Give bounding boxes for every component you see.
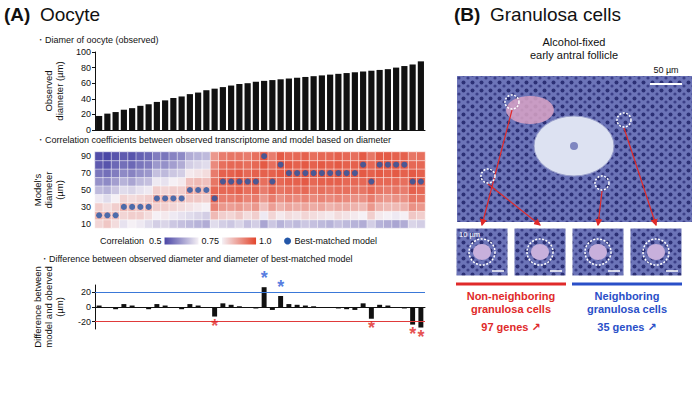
svg-text:*: * — [211, 316, 218, 336]
svg-text:0: 0 — [86, 302, 91, 312]
svg-text:*: * — [261, 268, 268, 288]
svg-text:20: 20 — [81, 287, 91, 297]
svg-text:-20: -20 — [78, 317, 91, 327]
svg-text:Difference between: Difference between — [32, 266, 43, 348]
svg-text:Observed: Observed — [43, 70, 54, 111]
svg-text:70: 70 — [81, 168, 91, 178]
svg-text:50 µm: 50 µm — [653, 65, 678, 75]
svg-text:*: * — [409, 324, 416, 344]
svg-text:diameter: diameter — [43, 172, 54, 209]
svg-text:(A): (A) — [4, 4, 30, 25]
svg-text:90: 90 — [81, 151, 91, 161]
svg-text:30: 30 — [81, 202, 91, 212]
svg-text:Correlation: Correlation — [100, 236, 144, 246]
svg-text:100: 100 — [76, 47, 91, 57]
svg-text:*: * — [417, 327, 424, 347]
svg-text:(µm): (µm) — [54, 297, 65, 317]
svg-text:50: 50 — [81, 185, 91, 195]
svg-text:0: 0 — [86, 125, 91, 135]
svg-text:Model's: Model's — [32, 174, 43, 207]
svg-text:(µm): (µm) — [54, 180, 65, 200]
svg-text:early antral follicle: early antral follicle — [530, 49, 618, 61]
svg-text:35 genes ↗: 35 genes ↗ — [597, 321, 656, 333]
svg-text:10 µm: 10 µm — [459, 230, 480, 239]
svg-text:・Correlation coefficients betw: ・Correlation coefficients between observ… — [36, 135, 391, 145]
svg-text:1.0: 1.0 — [259, 236, 272, 246]
svg-text:Oocyte: Oocyte — [40, 4, 100, 25]
svg-text:20: 20 — [81, 109, 91, 119]
svg-text:Non-neighboring: Non-neighboring — [467, 290, 556, 302]
svg-text:Granulosa cells: Granulosa cells — [490, 4, 621, 25]
svg-text:0.75: 0.75 — [202, 236, 220, 246]
svg-text:Best-matched model: Best-matched model — [295, 236, 378, 246]
svg-text:60: 60 — [81, 78, 91, 88]
svg-text:(B): (B) — [454, 4, 480, 25]
svg-text:40: 40 — [81, 94, 91, 104]
svg-text:・Diamer of oocyte (observed): ・Diamer of oocyte (observed) — [36, 35, 159, 45]
svg-text:diameter (µm): diameter (µm) — [54, 61, 65, 120]
svg-text:Neighboring: Neighboring — [595, 290, 660, 302]
svg-text:granulosa cells: granulosa cells — [587, 303, 667, 315]
svg-text:0.5: 0.5 — [149, 236, 162, 246]
svg-text:80: 80 — [81, 63, 91, 73]
svg-text:10: 10 — [81, 219, 91, 229]
svg-text:model and oberved: model and oberved — [43, 266, 54, 347]
svg-text:・Difference between observed d: ・Difference between observed diameter an… — [40, 254, 353, 264]
svg-text:*: * — [368, 318, 375, 338]
svg-text:Alcohol-fixed: Alcohol-fixed — [543, 36, 606, 48]
svg-text:97 genes ↗: 97 genes ↗ — [481, 321, 540, 333]
svg-text:*: * — [277, 277, 284, 297]
svg-text:granulosa cells: granulosa cells — [471, 303, 551, 315]
